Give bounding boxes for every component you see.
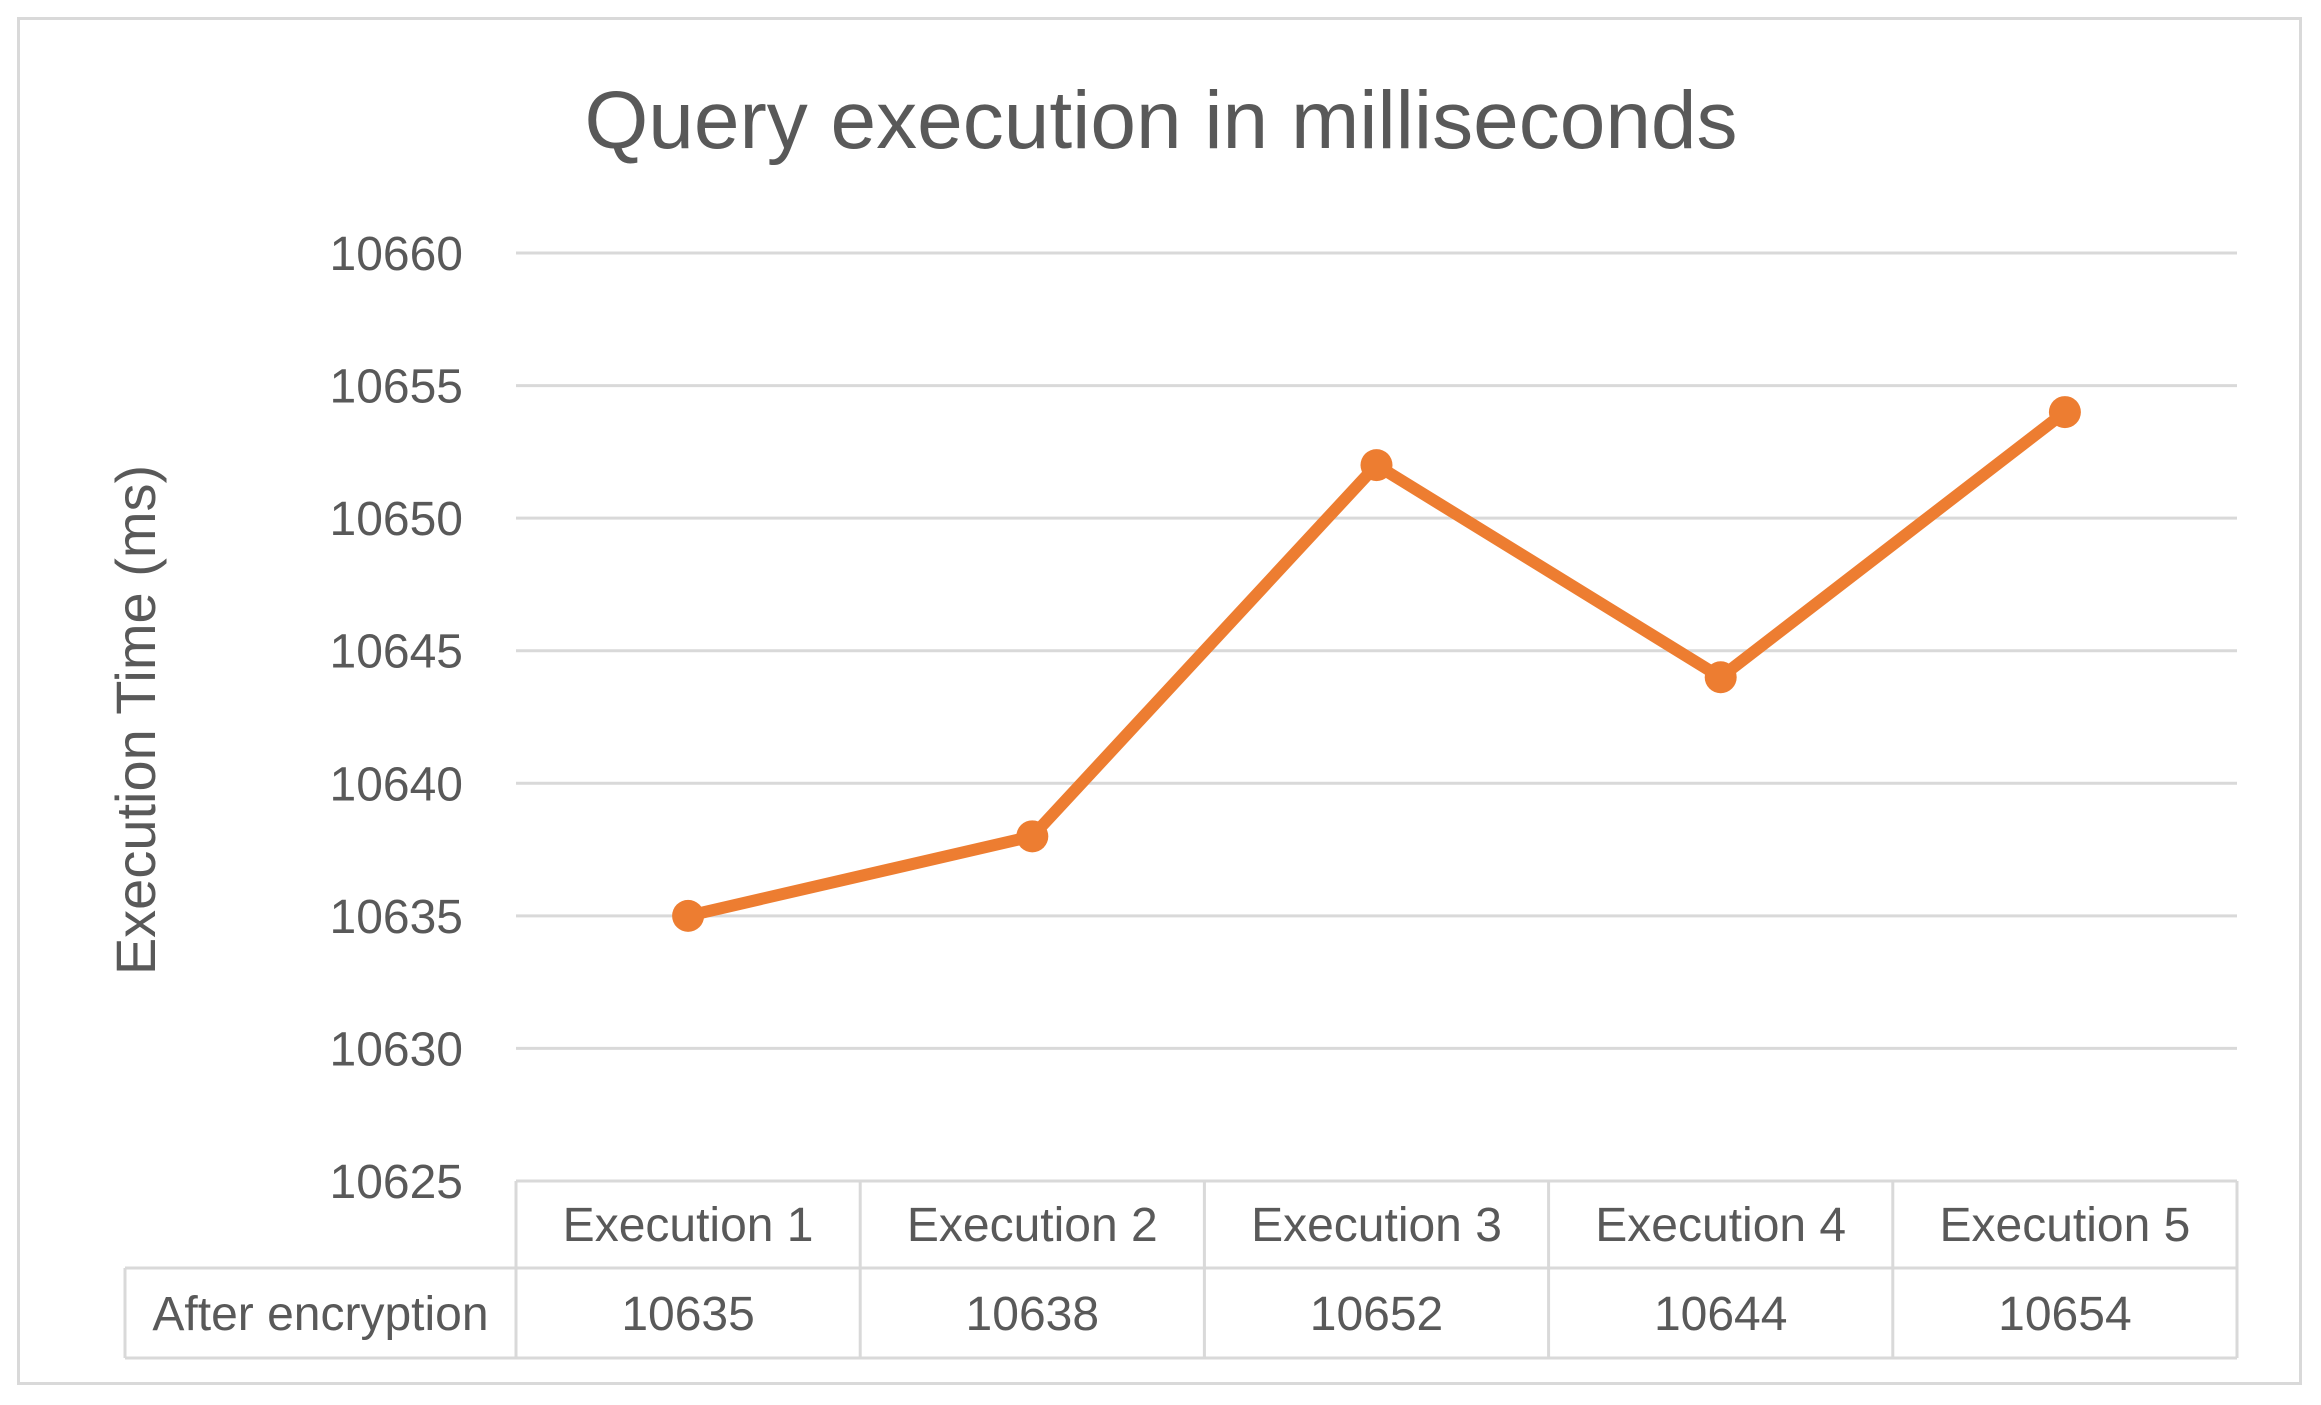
y-tick-label: 10645 xyxy=(330,626,463,679)
x-tick-label: Execution 3 xyxy=(1251,1199,1502,1252)
y-axis-label: Execution Time (ms) xyxy=(104,465,167,975)
table-row-label: After encryption xyxy=(152,1288,488,1341)
x-tick-label: Execution 1 xyxy=(563,1199,814,1252)
y-tick-label: 10635 xyxy=(330,891,463,944)
y-axis-ticks: 10625 10630 10635 10640 10645 10650 10655 10660 xyxy=(330,228,463,1209)
data-point xyxy=(1704,661,1737,694)
data-point xyxy=(1016,820,1049,853)
x-tick-label: Execution 4 xyxy=(1595,1199,1846,1252)
table-value-cell: 10652 xyxy=(1310,1288,1443,1341)
y-tick-label: 10630 xyxy=(330,1023,463,1076)
table-value-cell: 10635 xyxy=(621,1288,754,1341)
series-after-encryption xyxy=(672,396,2081,932)
table-value-cell: 10644 xyxy=(1654,1288,1787,1341)
data-point xyxy=(2048,396,2081,429)
y-tick-label: 10640 xyxy=(330,758,463,811)
y-tick-label: 10625 xyxy=(330,1156,463,1209)
table-value-cell: 10654 xyxy=(1998,1288,2131,1341)
table-value-cell: 10638 xyxy=(966,1288,1099,1341)
gridlines xyxy=(516,251,2237,1050)
data-table: Execution 1 Execution 2 Execution 3 Executi… xyxy=(123,1179,2239,1360)
y-tick-label: 10660 xyxy=(330,228,463,281)
y-tick-label: 10655 xyxy=(330,361,463,414)
data-point xyxy=(1360,449,1393,482)
y-tick-label: 10650 xyxy=(330,493,463,546)
x-tick-label: Execution 5 xyxy=(1939,1199,2190,1252)
x-tick-label: Execution 2 xyxy=(907,1199,1158,1252)
chart-title: Query execution in milliseconds xyxy=(584,75,1737,166)
series-line xyxy=(682,406,2071,922)
data-point xyxy=(672,899,705,932)
